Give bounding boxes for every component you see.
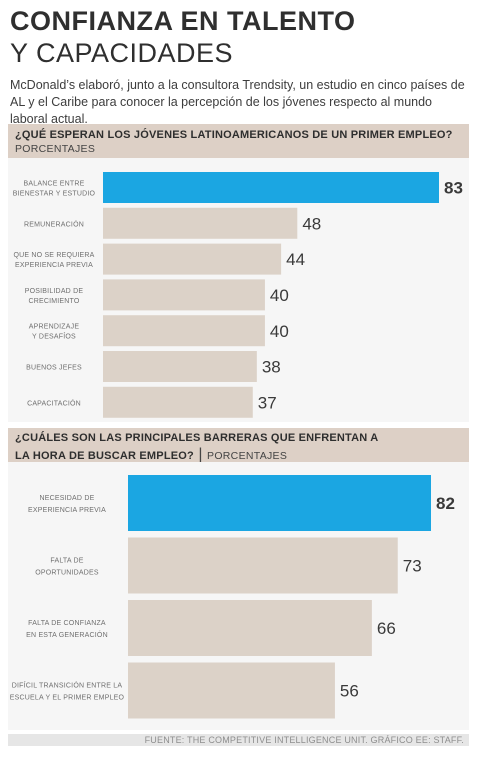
category-label: EN ESTA GENERACIÓN xyxy=(26,630,108,639)
category-label: QUE NO SE REQUIERA xyxy=(13,252,94,259)
bar-1 xyxy=(103,172,439,203)
chart-2-title-row-2: LA HORA DE BUSCAR EMPLEO? | PORCENTAJES xyxy=(15,446,287,464)
category-label: FALTA DE CONFIANZA xyxy=(28,620,106,627)
category-label: DIFÍCIL TRANSICIÓN ENTRE LA xyxy=(12,681,123,690)
category-label: NECESIDAD DE xyxy=(40,495,95,502)
category-label: BUENOS JEFES xyxy=(26,365,82,372)
chart-2-title-line-1: ¿CUÁLES SON LAS PRINCIPALES BARRERAS QUE… xyxy=(15,432,379,444)
category-label: BIENESTAR Y ESTUDIO xyxy=(13,191,96,198)
bar-6 xyxy=(103,351,257,382)
chart-2-panel: NECESIDAD DE EXPERIENCIA PREVIA 82 FALTA DE… xyxy=(8,462,469,730)
bar-1 xyxy=(128,475,431,531)
value-label: 44 xyxy=(286,250,305,269)
category-label: ESCUELA Y EL PRIMER EMPLEO xyxy=(10,695,125,702)
bar-4 xyxy=(103,279,265,311)
chart-1-panel: BALANCE ENTRE BIENESTAR Y ESTUDIO 83 REMUNE… xyxy=(8,158,469,422)
value-label: 66 xyxy=(377,619,396,638)
category-label: EXPERIENCIA PREVIA xyxy=(28,507,106,514)
chart-1-header: ¿QUÉ ESPERAN LOS JÓVENES LATINOAMERICANO… xyxy=(8,124,469,158)
category-label: OPORTUNIDADES xyxy=(35,570,99,577)
chart-1-subtitle: PORCENTAJES xyxy=(15,143,96,155)
chart-2-header: ¿CUÁLES SON LAS PRINCIPALES BARRERAS QUE… xyxy=(8,428,469,464)
value-label: 38 xyxy=(262,358,281,377)
value-label: 48 xyxy=(302,214,321,233)
category-label: BALANCE ENTRE xyxy=(24,181,85,188)
chart-2-svg: NECESIDAD DE EXPERIENCIA PREVIA 82 FALTA DE… xyxy=(10,475,455,719)
chart-2-subtitle: PORCENTAJES xyxy=(207,450,288,462)
category-label: FALTA DE xyxy=(50,558,83,565)
value-label: 56 xyxy=(340,682,359,701)
bar-4 xyxy=(128,662,335,719)
source-text: FUENTE: THE COMPETITIVE INTELLIGENCE UNI… xyxy=(144,735,464,745)
value-label: 40 xyxy=(270,286,289,305)
chart-2-title-line-2: LA HORA DE BUSCAR EMPLEO? xyxy=(15,450,194,462)
value-label: 37 xyxy=(258,393,277,412)
page-title-line-2: Y CAPACIDADES xyxy=(10,38,234,68)
page-title: CONFIANZA EN TALENTO xyxy=(10,6,356,36)
chart-2-separator: | xyxy=(198,446,208,463)
value-label: 73 xyxy=(403,557,422,576)
category-label: REMUNERACIÓN xyxy=(24,219,84,228)
value-label: 83 xyxy=(444,179,463,198)
value-label: 82 xyxy=(436,494,455,513)
bar-2 xyxy=(103,207,298,239)
bar-7 xyxy=(103,386,253,418)
category-label: APRENDIZAJE xyxy=(29,324,80,331)
category-label: EXPERIENCIA PREVIA xyxy=(15,262,93,269)
bar-3 xyxy=(103,243,282,275)
category-label: Y DESAFÍOS xyxy=(32,332,76,341)
category-label: CAPACITACIÓN xyxy=(27,398,81,407)
bar-2 xyxy=(128,537,398,594)
bar-3 xyxy=(128,600,372,656)
source-footer: FUENTE: THE COMPETITIVE INTELLIGENCE UNI… xyxy=(8,734,469,746)
value-label: 40 xyxy=(270,322,289,341)
chart-1-title: ¿QUÉ ESPERAN LOS JÓVENES LATINOAMERICANO… xyxy=(15,129,453,141)
intro-text: McDonald’s elaboró, junto a la consultor… xyxy=(10,78,465,126)
bar-5 xyxy=(103,315,265,347)
chart-1-svg: BALANCE ENTRE BIENESTAR Y ESTUDIO 83 REMUNE… xyxy=(13,172,463,418)
category-label: POSIBILIDAD DE xyxy=(25,288,84,295)
category-label: CRECIMIENTO xyxy=(28,298,79,305)
